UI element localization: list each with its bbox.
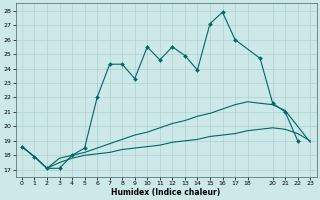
X-axis label: Humidex (Indice chaleur): Humidex (Indice chaleur)	[111, 188, 221, 197]
